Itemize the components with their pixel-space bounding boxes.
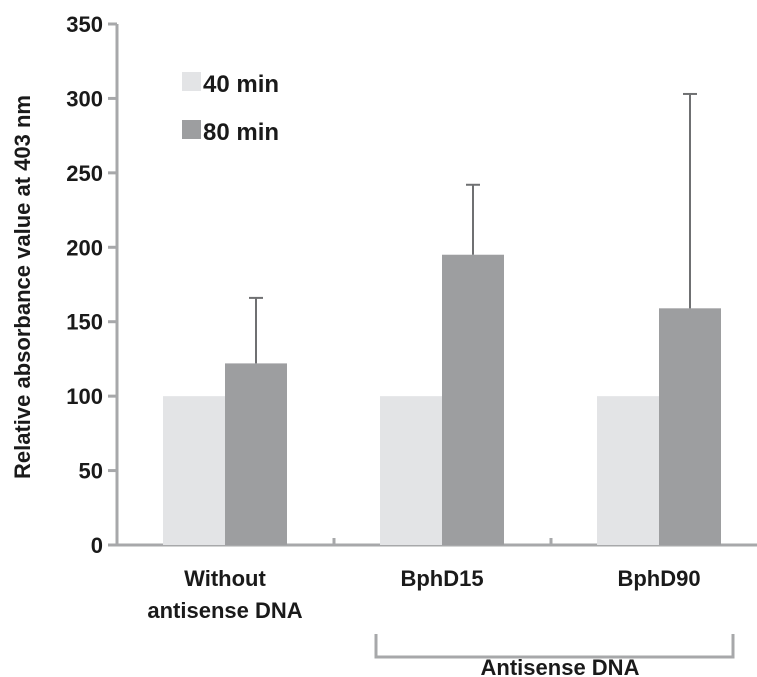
group-bracket: Antisense DNA [374, 634, 735, 677]
x-ticks [332, 538, 553, 545]
y-tick-label: 250 [66, 161, 103, 186]
y-tick-label: 350 [66, 12, 103, 37]
category-label: Without [184, 566, 266, 591]
y-tick-label: 200 [66, 235, 103, 260]
legend-label: 40 min [203, 71, 279, 98]
legend-swatch [182, 120, 201, 139]
bar-40-min-0 [163, 396, 225, 545]
y-tick-label: 150 [66, 310, 103, 335]
y-axis-title: Relative absorbance value at 403 nm [10, 95, 35, 479]
error-bars [249, 92, 697, 364]
legend: 40 min 80 min [182, 71, 279, 146]
category-label: BphD15 [400, 566, 483, 591]
category-label: antisense DNA [147, 598, 302, 623]
y-tick-label: 100 [66, 384, 103, 409]
bar-80-min-1 [442, 254, 504, 545]
bar-80-min-0 [225, 363, 287, 545]
y-tick-label: 50 [79, 459, 103, 484]
category-label: BphD90 [617, 566, 700, 591]
y-tick-label: 300 [66, 86, 103, 111]
category-labels: Without antisense DNA BphD15 BphD90 [147, 566, 700, 623]
group-bracket-line [374, 634, 735, 659]
bars [163, 254, 721, 545]
legend-swatch [182, 72, 201, 91]
y-ticks: 0 50 100 150 200 250 300 350 [66, 12, 117, 558]
bar-40-min-2 [597, 396, 659, 545]
bar-40-min-1 [380, 396, 442, 545]
group-bracket-label: Antisense DNA [481, 655, 640, 677]
legend-label: 80 min [203, 119, 279, 146]
y-tick-label: 0 [91, 533, 103, 558]
bar-80-min-2 [659, 308, 721, 545]
